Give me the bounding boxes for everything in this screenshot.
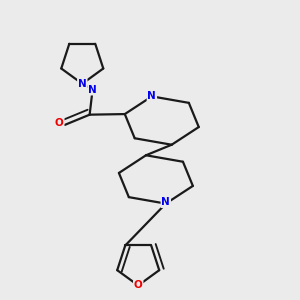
Text: O: O [55, 118, 64, 128]
Text: O: O [134, 280, 142, 290]
Text: N: N [78, 79, 87, 89]
Text: N: N [161, 197, 170, 207]
Text: N: N [88, 85, 97, 94]
Text: N: N [148, 92, 156, 101]
